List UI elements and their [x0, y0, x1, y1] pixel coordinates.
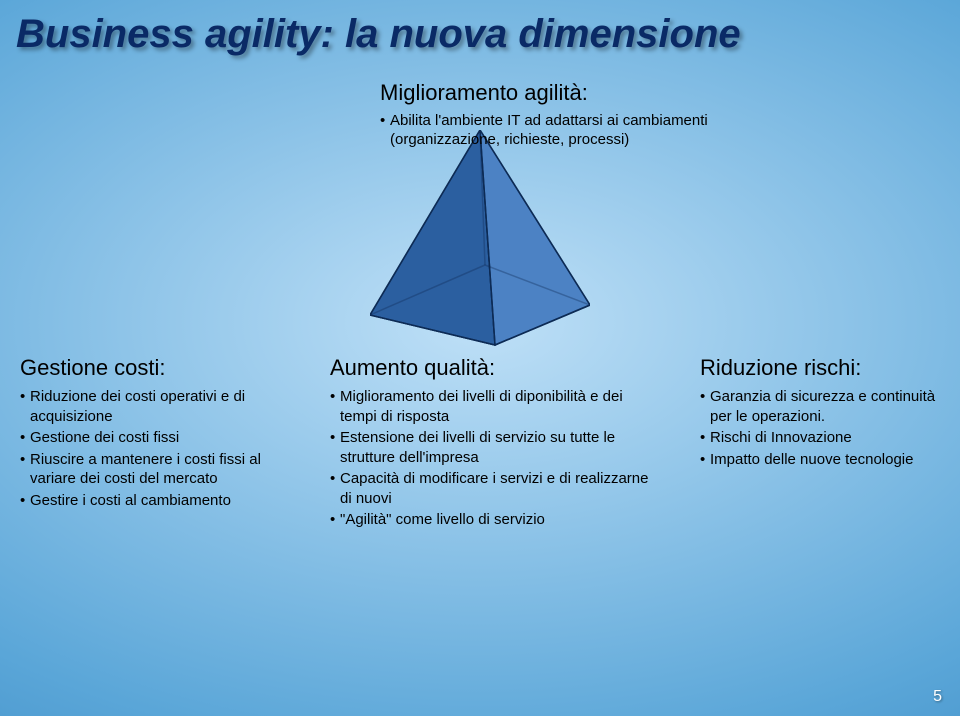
block-agility-item: Abilita l'ambiente IT ad adattarsi ai ca…	[380, 112, 740, 150]
block-cost-item: Riduzione dei costi operativi e di acqui…	[20, 387, 265, 426]
block-agility-heading: Miglioramento agilità:	[380, 80, 740, 106]
block-risk-list: Garanzia di sicurezza e continuità per l…	[700, 387, 940, 469]
block-cost-item: Riuscire a mantenere i costi fissi al va…	[20, 450, 265, 489]
pyramid-diagram	[370, 130, 590, 350]
page-number: 5	[933, 688, 942, 706]
block-cost-list: Riduzione dei costi operativi e di acqui…	[20, 387, 265, 510]
block-cost-heading: Gestione costi:	[20, 355, 265, 381]
block-agility: Miglioramento agilità: Abilita l'ambient…	[380, 80, 740, 152]
block-risk: Riduzione rischi: Garanzia di sicurezza …	[700, 355, 940, 471]
block-cost-item: Gestione dei costi fissi	[20, 428, 265, 448]
slide-title: Business agility: la nuova dimensione	[16, 12, 741, 57]
block-cost-item: Gestire i costi al cambiamento	[20, 491, 265, 511]
block-agility-list: Abilita l'ambiente IT ad adattarsi ai ca…	[380, 112, 740, 150]
block-quality-item: Estensione dei livelli di servizio su tu…	[330, 428, 660, 467]
block-quality-list: Miglioramento dei livelli di diponibilit…	[330, 387, 660, 530]
pyramid-face-left	[370, 130, 495, 345]
block-quality-item: Capacità di modificare i servizi e di re…	[330, 469, 660, 508]
block-quality: Aumento qualità: Miglioramento dei livel…	[330, 355, 660, 532]
block-risk-item: Garanzia di sicurezza e continuità per l…	[700, 387, 940, 426]
block-risk-item: Rischi di Innovazione	[700, 428, 940, 448]
block-quality-heading: Aumento qualità:	[330, 355, 660, 381]
block-risk-heading: Riduzione rischi:	[700, 355, 940, 381]
pyramid-svg	[370, 130, 590, 350]
block-quality-item: "Agilità" come livello di servizio	[330, 510, 660, 530]
block-risk-item: Impatto delle nuove tecnologie	[700, 450, 940, 470]
block-cost: Gestione costi: Riduzione dei costi oper…	[20, 355, 265, 512]
block-quality-item: Miglioramento dei livelli di diponibilit…	[330, 387, 660, 426]
